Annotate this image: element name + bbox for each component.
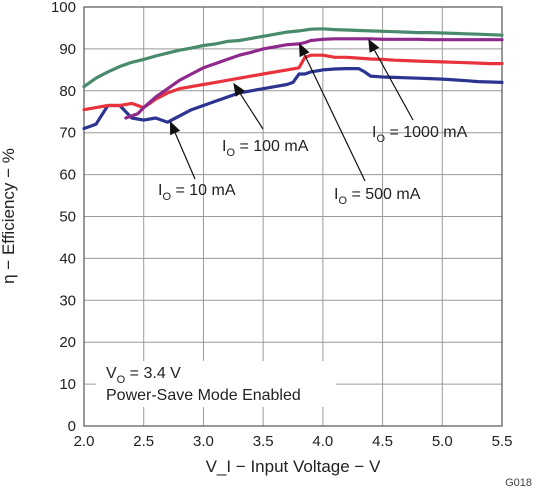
x-tick-label: 2.5 [133,433,154,450]
y-tick-label: 80 [59,83,76,100]
arrow-shaft-io1000 [373,49,414,121]
note-line-vo: VO = 3.4 V [106,365,181,386]
annotation-arrows [169,38,414,182]
y-tick-label: 10 [59,376,76,393]
series-lines [82,27,504,131]
y-tick-label: 50 [59,209,76,226]
annotation-io-500ma: IO = 500 mA [334,186,421,207]
y-tick-label: 90 [59,41,76,58]
arrow-shaft-io10 [174,132,196,180]
annotation-io-10ma: IO = 10 mA [158,182,236,203]
arrow-shaft-io100 [239,93,264,130]
x-tick-label: 2.0 [74,433,95,450]
x-tick-label: 5.0 [432,433,453,450]
y-tick-label: 30 [59,292,76,309]
arrow-head-io10 [169,120,181,136]
y-tick-label: 20 [59,334,76,351]
x-tick-label: 5.5 [492,433,513,450]
plot-frame [83,6,503,427]
series-line-i-o-10-ma [82,66,504,131]
figure-code: G018 [505,477,532,489]
y-tick-label: 100 [51,0,76,16]
arrow-head-io500 [298,43,310,58]
arrow-head-io100 [233,82,245,97]
y-tick-label: 0 [68,418,76,435]
grid [84,7,502,426]
x-axis-title: V_I − Input Voltage − V [206,457,382,476]
note-line-mode: Power-Save Mode Enabled [106,387,301,404]
tick-labels: 2.0 2.5 3.0 3.5 4.0 4.5 5.0 5.5 0 10 20 30 40 50 60 70 8… [51,0,512,450]
note-background [96,361,336,407]
annotation-io-100ma: IO = 100 mA [222,138,309,159]
series-line-i-o-1000-ma [82,27,504,89]
arrow-shaft-io500 [304,54,366,182]
y-tick-label: 70 [59,125,76,142]
y-tick-label: 40 [59,250,76,267]
x-tick-label: 3.0 [193,433,214,450]
arrow-head-io1000 [368,38,380,53]
conditions-note: VO = 3.4 V Power-Save Mode Enabled [96,361,336,407]
x-tick-label: 4.0 [312,433,333,450]
x-tick-label: 4.5 [372,433,393,450]
y-tick-label: 60 [59,167,76,184]
y-axis-title: η − Efficiency − % [0,148,18,284]
annotation-io-1000ma: IO = 1000 mA [372,124,468,145]
x-tick-label: 3.5 [253,433,274,450]
series-line-i-o-500-ma [124,37,504,120]
